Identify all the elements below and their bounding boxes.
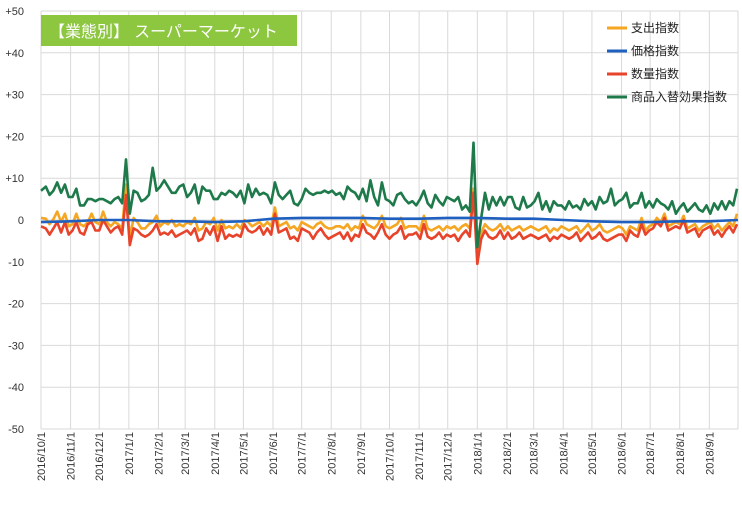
x-tick-label: 2017/2/1 [153, 432, 165, 475]
x-tick-label: 2018/2/1 [502, 432, 514, 475]
x-tick-label: 2017/6/1 [268, 432, 280, 475]
x-tick-label: 2018/4/1 [558, 432, 570, 475]
x-tick-label: 2017/4/1 [210, 432, 222, 475]
legend-label: 価格指数 [631, 43, 679, 58]
y-tick-label: -10 [8, 257, 24, 269]
x-tick-label: 2017/5/1 [238, 432, 250, 475]
grid-lines [40, 10, 739, 430]
series-line-0 [40, 183, 739, 255]
y-tick-label: -20 [8, 299, 24, 311]
x-tick-label: 2018/9/1 [704, 432, 716, 475]
y-axis-ticks: +50 +40 +30 +20 +10 0 -10 -20 -30 -40 -50 [5, 6, 24, 436]
x-tick-label: 2016/12/1 [94, 432, 106, 481]
y-tick-label: +30 [5, 90, 24, 102]
y-tick-label: +20 [5, 131, 24, 143]
x-tick-label: 2018/8/1 [675, 432, 687, 475]
x-tick-label: 2017/12/1 [443, 432, 455, 481]
x-axis-ticks: 2016/10/1 2016/11/1 2016/12/1 2017/1/1 2017/… [36, 432, 716, 481]
y-tick-label: +10 [5, 173, 24, 185]
chart-title-background [41, 15, 297, 46]
series-line-2 [40, 191, 739, 266]
x-tick-label: 2017/9/1 [356, 432, 368, 475]
x-tick-label: 2016/11/1 [66, 432, 78, 480]
legend-label: 数量指数 [631, 66, 679, 81]
series-line-3 [40, 141, 739, 249]
y-tick-label: +40 [5, 48, 24, 60]
x-tick-label: 2018/3/1 [529, 432, 541, 475]
legend-label: 支出指数 [631, 20, 679, 35]
x-tick-label: 2017/8/1 [326, 432, 338, 475]
x-tick-label: 2017/10/1 [385, 432, 397, 481]
chart-title-box: 【業態別】 スーパーマーケット [41, 15, 297, 46]
series-lines [40, 141, 739, 266]
legend-label: 商品入替効果指数 [631, 89, 727, 104]
x-tick-label: 2017/3/1 [180, 432, 192, 475]
y-tick-label: +50 [5, 6, 24, 18]
y-tick-label: -40 [8, 382, 24, 394]
x-tick-label: 2018/5/1 [587, 432, 599, 475]
chart-title: 【業態別】 スーパーマーケット [49, 22, 278, 41]
x-tick-label: 2017/1/1 [124, 432, 136, 475]
x-tick-label: 2018/7/1 [645, 432, 657, 475]
y-tick-label: 0 [18, 215, 24, 227]
x-tick-label: 2018/6/1 [617, 432, 629, 475]
series-line-1 [40, 216, 739, 224]
x-tick-label: 2018/1/1 [472, 432, 484, 475]
x-tick-label: 2017/7/1 [297, 432, 309, 475]
x-tick-label: 2017/11/1 [414, 432, 426, 480]
y-tick-label: -50 [8, 424, 24, 436]
y-tick-label: -30 [8, 340, 24, 352]
x-tick-label: 2016/10/1 [36, 432, 48, 481]
